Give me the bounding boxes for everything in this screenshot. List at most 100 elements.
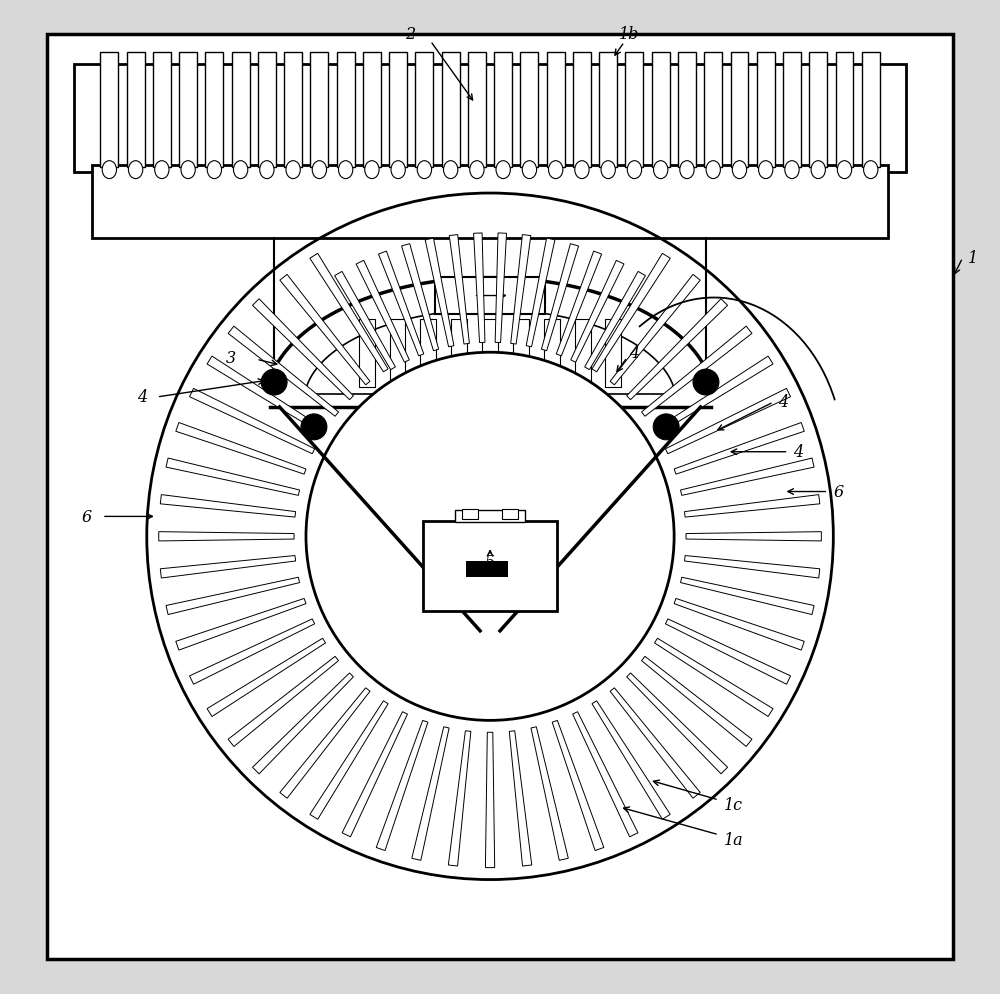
Polygon shape [573,712,638,837]
Polygon shape [253,299,353,401]
Text: 5: 5 [485,553,495,571]
Polygon shape [176,423,306,475]
Bar [862,53,880,167]
Text: 1a: 1a [724,831,744,849]
Bar [573,53,591,167]
Ellipse shape [312,161,327,179]
Bar [100,53,118,167]
Polygon shape [474,234,485,343]
Polygon shape [166,578,300,615]
Ellipse shape [706,161,720,179]
Text: 4: 4 [793,443,804,461]
Bar [442,53,460,167]
Polygon shape [485,733,495,868]
Ellipse shape [470,161,484,179]
Bar [704,53,722,167]
Ellipse shape [837,161,852,179]
Ellipse shape [155,161,169,179]
Circle shape [137,184,843,890]
Polygon shape [681,458,814,496]
Ellipse shape [654,161,668,179]
Ellipse shape [601,161,615,179]
Polygon shape [425,239,454,348]
Ellipse shape [207,161,222,179]
Polygon shape [160,556,296,579]
Bar [92,165,888,239]
Bar [520,53,538,167]
Bar [575,320,591,388]
Polygon shape [207,357,326,435]
Polygon shape [509,731,532,866]
Ellipse shape [549,161,563,179]
Bar [547,53,565,167]
Ellipse shape [575,161,589,179]
Bar [363,53,381,167]
Ellipse shape [785,161,799,179]
Ellipse shape [522,161,537,179]
Polygon shape [511,236,531,345]
Polygon shape [526,239,555,348]
Bar [310,53,328,167]
Bar [809,53,827,167]
Polygon shape [627,673,728,774]
Text: 1b: 1b [619,26,640,44]
Polygon shape [642,327,752,416]
Text: 4: 4 [137,389,147,407]
Bar [513,320,529,388]
Circle shape [301,414,327,440]
Polygon shape [356,261,409,363]
Polygon shape [335,272,395,371]
Text: 4: 4 [629,344,639,362]
Bar [731,53,748,167]
Polygon shape [674,423,804,475]
Ellipse shape [338,161,353,179]
Bar [205,53,223,167]
Ellipse shape [627,161,642,179]
Circle shape [306,353,674,721]
Circle shape [653,414,679,440]
Polygon shape [685,495,820,518]
Ellipse shape [286,161,300,179]
Bar [678,53,696,167]
Text: 1: 1 [968,249,978,267]
Bar [494,53,512,167]
Ellipse shape [102,161,117,179]
Polygon shape [655,638,773,717]
Polygon shape [310,254,388,373]
Polygon shape [541,245,579,351]
Polygon shape [166,458,300,496]
Polygon shape [412,727,449,861]
Text: 3: 3 [226,349,236,367]
Bar [455,511,525,523]
Polygon shape [376,721,428,851]
Bar [462,510,478,519]
Polygon shape [610,275,700,386]
Bar [435,277,545,315]
Bar [451,320,467,388]
Text: 2: 2 [405,26,416,44]
Bar [423,522,557,611]
Polygon shape [685,556,820,579]
Polygon shape [253,673,353,774]
Ellipse shape [365,161,379,179]
Ellipse shape [128,161,143,179]
Circle shape [261,370,287,396]
Bar [258,53,276,167]
Bar [468,53,486,167]
Polygon shape [531,727,568,861]
Text: 4: 4 [779,394,789,412]
Polygon shape [280,688,370,798]
Bar [599,53,617,167]
Polygon shape [627,299,728,401]
Bar [390,320,405,388]
Polygon shape [674,598,804,650]
Bar [359,320,375,388]
Polygon shape [310,701,388,819]
Ellipse shape [496,161,510,179]
Polygon shape [228,327,339,416]
Ellipse shape [233,161,248,179]
Polygon shape [642,657,752,746]
Ellipse shape [181,161,195,179]
Bar [153,53,171,167]
Bar [420,320,436,388]
